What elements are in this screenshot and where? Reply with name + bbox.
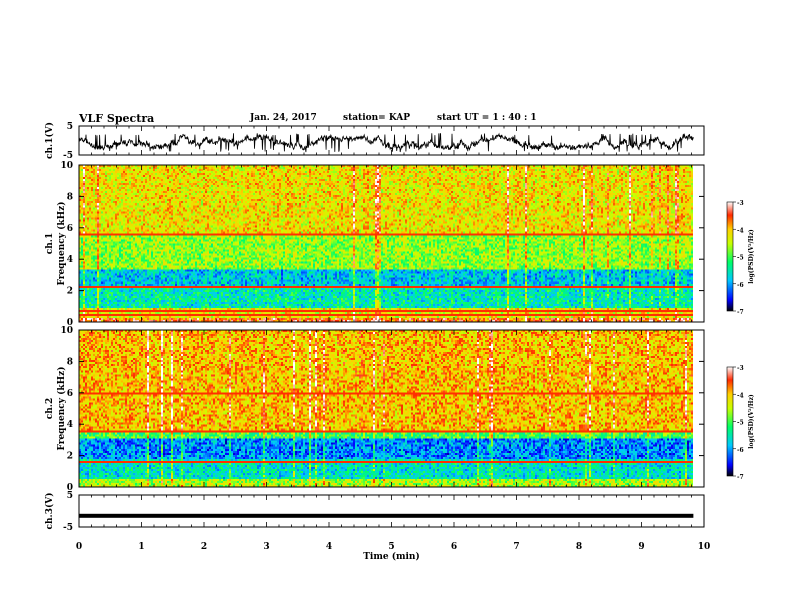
ch3-waveform-ylabel: ch.3(V): [44, 493, 55, 530]
x-axis-label: Time (min): [363, 551, 420, 562]
x-tick-label: 7: [513, 542, 519, 552]
ch3-waveform-ytick-label: 5: [67, 491, 73, 501]
ch1-spectrogram-ylabel: ch.1: [45, 233, 55, 254]
x-tick-label: 4: [326, 542, 332, 552]
ch1-spectrogram-colorbar-tick-label: -3: [737, 200, 744, 207]
ch3-waveform-series-line: [79, 513, 694, 518]
ch1-spectrogram-colorbar-tick-label: -6: [737, 282, 744, 289]
x-tick-label: 1: [138, 542, 144, 552]
figure-title: VLF Spectra: [79, 112, 155, 125]
x-tick-label: 3: [263, 542, 269, 552]
ch1-waveform-ytick-label: 5: [67, 122, 73, 132]
ch2-spectrogram-ytick-label: 6: [67, 389, 73, 399]
figure-date: Jan. 24, 2017: [250, 113, 317, 123]
ch2-spectrogram-colorbar-tick-label: -3: [737, 365, 744, 372]
ch2-spectrogram-colorbar-tick-label: -6: [737, 447, 744, 454]
ch1-waveform-ytick-label: -5: [63, 151, 73, 161]
x-tick-label: 5: [388, 542, 394, 552]
ch1-spectrogram-ytick-label: 0: [67, 318, 73, 328]
x-tick-label: 6: [451, 542, 457, 552]
figure-start-time: start UT = 1 : 40 : 1: [437, 113, 537, 123]
ch1-spectrogram-colorbar-tick-label: -5: [737, 255, 744, 262]
ch1-spectrogram-ytick-label: 8: [67, 192, 73, 202]
ch2-spectrogram-ylabel-2: Frequency (kHz): [56, 366, 67, 450]
ch1-spectrogram-colorbar-tick-label: -7: [737, 309, 744, 316]
ch1-spectrogram-ytick-label: 10: [60, 161, 73, 171]
ch2-spectrogram-colorbar: [726, 366, 734, 477]
ch2-spectrogram-colorbar-label: log(PSD)(V²/Hz): [748, 394, 755, 449]
x-tick-label: 0: [76, 542, 82, 552]
ch1-spectrogram-colorbar-label: log(PSD)(V²/Hz): [748, 229, 755, 284]
ch2-spectrogram-ytick-label: 4: [67, 420, 73, 430]
spectrogram-images: [79, 165, 693, 487]
ch2-spectrogram-colorbar-tick-label: -4: [737, 392, 744, 399]
ch1-waveform-series-line: [78, 132, 694, 153]
ch1-waveform-ylabel: ch.1(V): [44, 122, 55, 159]
ch1-spectrogram-heatmap: [79, 165, 693, 322]
ch3-waveform-ytick-label: -5: [63, 523, 73, 533]
ch2-spectrogram-colorbar-tick-label: -7: [737, 474, 744, 481]
ch1-spectrogram-colorbar: [726, 201, 734, 312]
ch1-spectrogram-colorbar-tick-label: -4: [737, 227, 744, 234]
ch1-spectrogram-ytick-label: 6: [67, 224, 73, 234]
x-tick-label: 2: [201, 542, 207, 552]
ch2-spectrogram-ytick-label: 8: [67, 357, 73, 367]
ch2-spectrogram-colorbar-tick-label: -5: [737, 420, 744, 427]
ch2-spectrogram-ylabel: ch.2: [45, 398, 55, 419]
ch2-spectrogram-heatmap: [79, 330, 693, 487]
ch2-spectrogram-ytick-label: 0: [67, 483, 73, 493]
x-tick-label: 8: [576, 542, 582, 552]
ch2-spectrogram-ytick-label: 2: [67, 452, 73, 462]
figure-station: station= KAP: [343, 113, 411, 123]
ch2-spectrogram-ytick-label: 10: [60, 326, 73, 336]
x-tick-label: 9: [638, 542, 644, 552]
ch1-spectrogram-ytick-label: 4: [67, 255, 73, 265]
x-tick-label: 10: [698, 542, 711, 552]
ch1-spectrogram-ytick-label: 2: [67, 287, 73, 297]
ch1-spectrogram-ylabel-2: Frequency (kHz): [56, 201, 67, 285]
